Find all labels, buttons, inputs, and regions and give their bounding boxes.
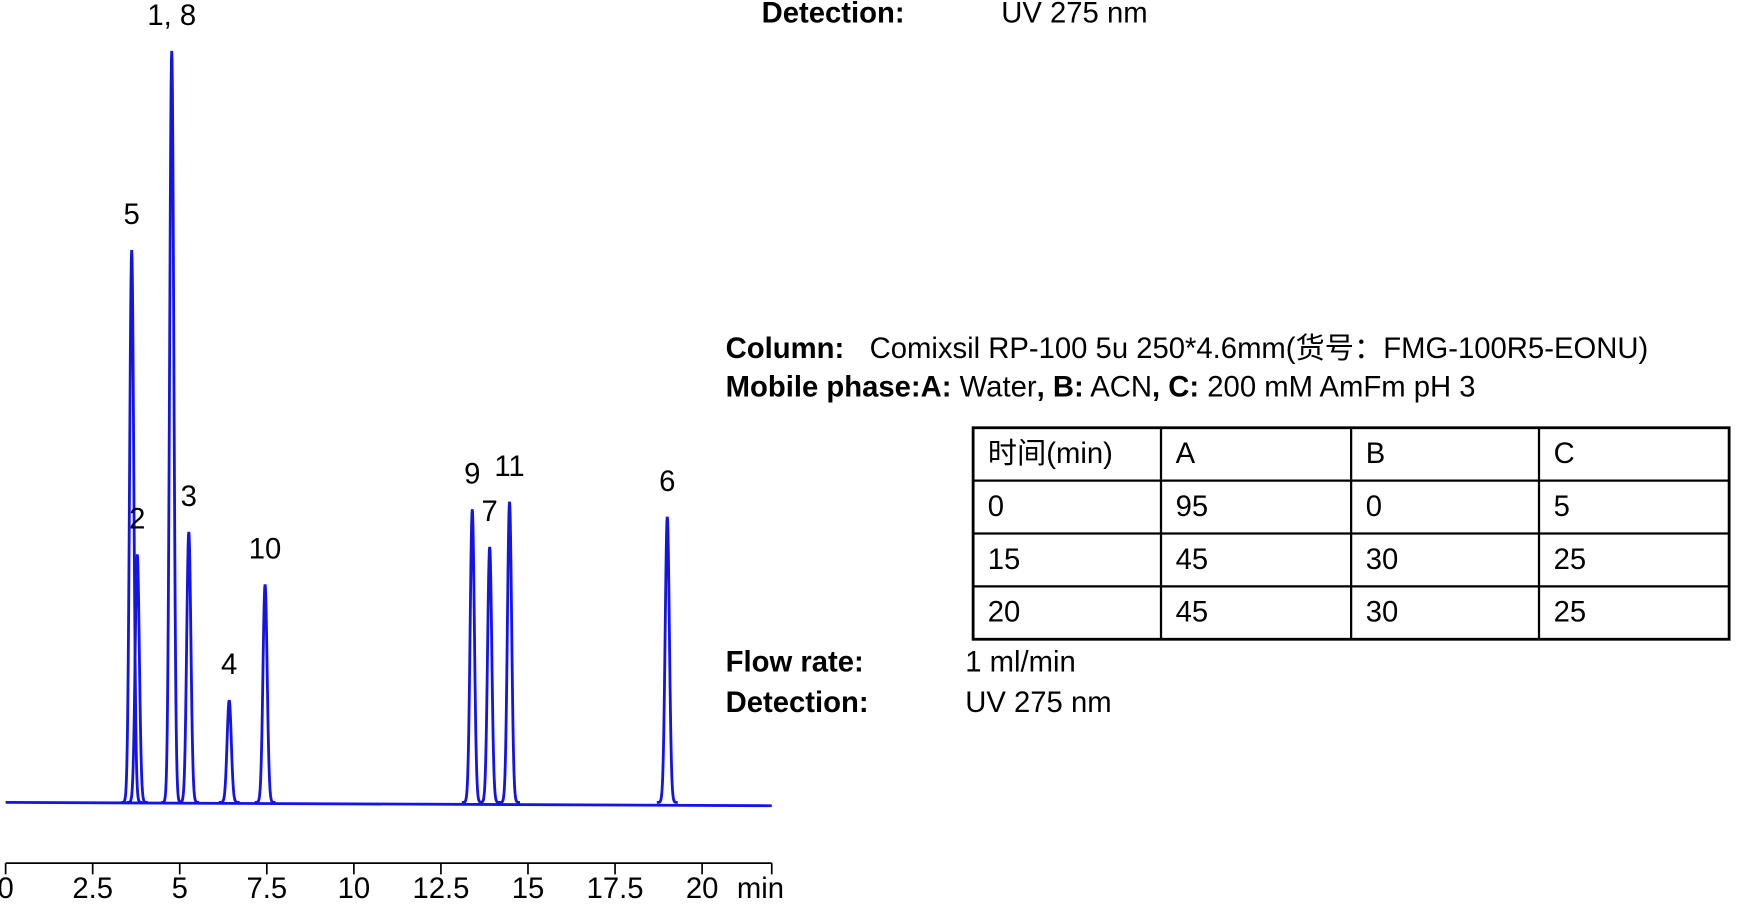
peak-label: 11	[494, 451, 524, 483]
mobile-phase-part: ,	[1152, 371, 1160, 403]
table-cell: 15	[988, 544, 1021, 576]
peak-label: 10	[249, 533, 282, 565]
table-cell: C	[1554, 438, 1575, 470]
table-cell: 5	[1554, 491, 1570, 523]
peak-label: 5	[124, 199, 140, 231]
mobile-phase-part: A:	[921, 371, 952, 403]
peak-label: 2	[129, 503, 145, 535]
table-cell: 45	[1176, 544, 1209, 576]
detection-value: UV 275 nm	[965, 687, 1111, 719]
table-cell: 95	[1176, 491, 1209, 523]
table-cell: 45	[1176, 597, 1209, 629]
x-axis-label: min	[737, 873, 784, 905]
x-tick-label: 0	[0, 873, 14, 905]
x-tick-label: 5	[172, 873, 188, 905]
table-cell: 30	[1366, 544, 1399, 576]
peak	[218, 699, 240, 804]
detection-label: Detection:	[726, 687, 869, 719]
x-tick-label: 2.5	[72, 873, 113, 905]
top-detection-value: UV 275 nm	[1001, 0, 1147, 30]
flow-rate-value: 1 ml/min	[965, 647, 1076, 679]
peak-label: 4	[221, 649, 237, 681]
mobile-phase-part: C:	[1160, 371, 1199, 403]
table-cell: B	[1366, 438, 1386, 470]
chromatogram: 0 2.5 5 7.5 10 12.5 15 17.5 20 min 5 2 1, 8 3 4 10 97 11 6	[0, 0, 784, 905]
peak-label: 6	[659, 466, 675, 498]
peak	[254, 584, 276, 804]
mobile-phase-part: 200 mM AmFm pH 3	[1199, 371, 1475, 403]
peak-label: 9	[464, 458, 480, 490]
peak	[161, 50, 183, 804]
table-cell: 时间(min)	[988, 437, 1113, 470]
table-cell: A	[1176, 438, 1196, 470]
peak	[178, 531, 200, 804]
table-cell: 0	[988, 491, 1004, 523]
peak	[126, 554, 148, 804]
x-tick-label: 10	[338, 873, 371, 905]
peak	[656, 516, 678, 804]
table-cell: 0	[1366, 491, 1382, 523]
mobile-phase-part: ACN	[1084, 371, 1152, 403]
table-cell: 25	[1554, 544, 1587, 576]
table-cell: 25	[1554, 597, 1587, 629]
column-value: Comixsil RP-100 5u 250*4.6mm(货号：FMG-100R…	[870, 332, 1649, 365]
column-label: Column:	[726, 333, 845, 365]
mobile-phase: Mobile phase:A: Water, B: ACN, C: 200 mM…	[726, 371, 1476, 403]
x-tick-label: 12.5	[412, 873, 469, 905]
peak	[479, 546, 501, 804]
mobile-phase-label: Mobile phase:	[726, 371, 921, 403]
peak	[121, 249, 143, 804]
peak-label: 3	[181, 481, 197, 513]
x-tick-label: 17.5	[587, 873, 644, 905]
gradient-table: 时间(min) A B C 0 95 0 5 15 45 30 25 20 45 30 25	[971, 426, 1731, 641]
flow-rate-label: Flow rate:	[726, 647, 864, 679]
mobile-phase-part: ,	[1037, 371, 1045, 403]
x-tick-label: 20	[686, 873, 719, 905]
x-tick-label: 7.5	[246, 873, 287, 905]
mobile-phase-part: Water	[952, 371, 1037, 403]
peak	[499, 501, 520, 804]
baseline	[5, 800, 772, 808]
peak-label: 7	[482, 496, 498, 528]
peak-label: 1, 8	[147, 0, 196, 32]
mobile-phase-part: B:	[1045, 371, 1084, 403]
table-cell: 20	[988, 597, 1021, 629]
peak	[461, 509, 483, 804]
table-cell: 30	[1366, 597, 1399, 629]
top-detection-label: Detection:	[762, 0, 905, 30]
x-tick-label: 15	[512, 873, 545, 905]
